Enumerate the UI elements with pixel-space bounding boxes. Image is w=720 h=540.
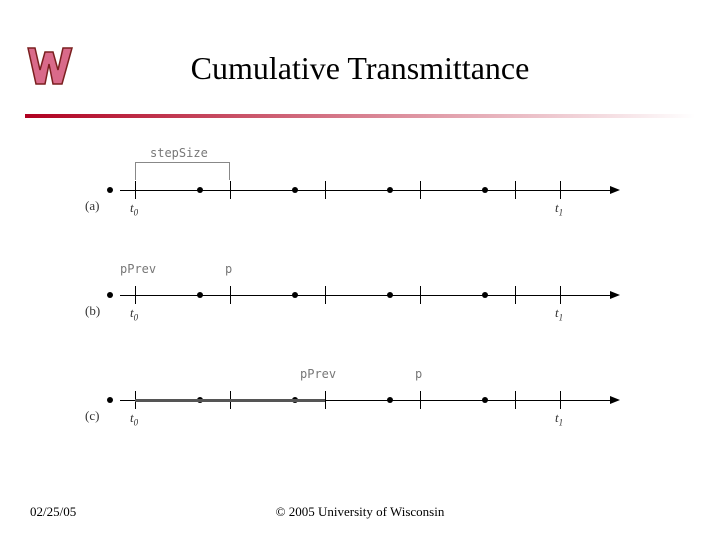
sample-dot [387, 397, 393, 403]
row-label: (c) [85, 408, 99, 424]
row-label: (b) [85, 303, 100, 319]
diagram-row-b: (b)t0t1pPrevp [90, 245, 650, 335]
t1-label: t1 [555, 200, 563, 218]
row-label: (a) [85, 198, 99, 214]
tick [325, 181, 326, 199]
diagram: (a)t0t1stepSize(b)t0t1pPrevp(c)t0t1pPrev… [90, 140, 650, 460]
diagram-row-c: (c)t0t1pPrevp [90, 350, 650, 440]
sample-dot [292, 292, 298, 298]
sample-dot [107, 187, 113, 193]
sample-dot [197, 292, 203, 298]
annotation-text: p [415, 367, 422, 381]
annotation-text: p [225, 262, 232, 276]
sample-dot [107, 397, 113, 403]
sample-dot [387, 292, 393, 298]
sample-dot [482, 292, 488, 298]
tick [515, 181, 516, 199]
tick [560, 286, 561, 304]
tick [420, 181, 421, 199]
sample-dot [482, 187, 488, 193]
axis-line [120, 295, 610, 296]
t0-label: t0 [130, 410, 138, 428]
sample-dot [292, 187, 298, 193]
tick [135, 181, 136, 199]
sample-dot [197, 187, 203, 193]
tick [560, 391, 561, 409]
footer-copyright: © 2005 University of Wisconsin [0, 504, 720, 520]
tick [230, 286, 231, 304]
tick [515, 286, 516, 304]
t0-label: t0 [130, 305, 138, 323]
annotation-text: pPrev [120, 262, 156, 276]
tick [420, 391, 421, 409]
tick [135, 286, 136, 304]
title-divider [25, 105, 695, 109]
tick [325, 391, 326, 409]
sample-dot [482, 397, 488, 403]
annotation-text: pPrev [300, 367, 336, 381]
t1-label: t1 [555, 410, 563, 428]
accumulated-segment [135, 399, 325, 402]
tick [560, 181, 561, 199]
tick [420, 286, 421, 304]
tick [325, 286, 326, 304]
sample-dot [387, 187, 393, 193]
arrow-icon [610, 291, 620, 299]
diagram-row-a: (a)t0t1stepSize [90, 140, 650, 230]
tick [515, 391, 516, 409]
arrow-icon [610, 396, 620, 404]
t0-label: t0 [130, 200, 138, 218]
tick [230, 181, 231, 199]
arrow-icon [610, 186, 620, 194]
t1-label: t1 [555, 305, 563, 323]
page-title: Cumulative Transmittance [0, 50, 720, 87]
axis-line [120, 190, 610, 191]
sample-dot [107, 292, 113, 298]
bracket [135, 162, 230, 180]
annotation-text: stepSize [150, 146, 208, 160]
